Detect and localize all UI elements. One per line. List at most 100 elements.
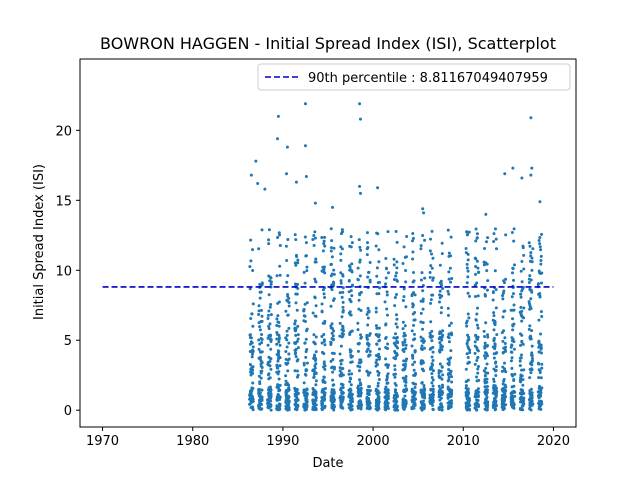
data-point [465, 266, 469, 270]
data-point [393, 394, 397, 398]
data-point [339, 258, 343, 262]
data-point [439, 369, 443, 373]
data-point [530, 403, 534, 407]
data-point [520, 340, 524, 344]
data-point [402, 295, 406, 299]
data-point [340, 332, 344, 335]
data-point [377, 397, 381, 401]
data-point [284, 361, 288, 365]
data-point [376, 384, 380, 388]
data-point [276, 314, 280, 318]
data-point [438, 293, 442, 297]
data-point [513, 394, 517, 398]
data-point [285, 298, 289, 302]
data-point [294, 238, 298, 242]
data-point [278, 395, 282, 399]
data-point [329, 342, 333, 346]
data-point [366, 275, 370, 279]
data-point [339, 394, 343, 398]
data-point [468, 398, 472, 402]
data-point [294, 333, 298, 337]
data-point [539, 248, 543, 252]
data-point [296, 403, 300, 407]
data-point [339, 362, 343, 366]
data-point [303, 392, 307, 396]
data-point [465, 281, 469, 285]
data-point [520, 259, 524, 263]
data-point [474, 406, 478, 410]
data-point [286, 369, 290, 373]
data-point [421, 233, 425, 237]
data-point [501, 315, 505, 319]
data-point [440, 252, 444, 256]
data-point [377, 326, 381, 330]
data-point [476, 371, 480, 375]
data-point [341, 305, 345, 309]
data-point [376, 186, 380, 190]
data-point [269, 367, 273, 371]
data-point [257, 321, 261, 325]
data-point [411, 239, 415, 243]
data-point [521, 383, 525, 387]
data-point [468, 294, 471, 298]
data-point [359, 333, 363, 337]
data-point [357, 391, 361, 395]
data-point [385, 307, 389, 311]
data-point [466, 401, 470, 405]
data-point [475, 236, 479, 240]
data-point [303, 102, 307, 106]
data-point [393, 351, 397, 355]
data-point [267, 228, 271, 232]
data-point [349, 300, 353, 304]
data-point [314, 314, 318, 318]
data-point [296, 286, 300, 290]
data-point [286, 402, 290, 406]
data-point [374, 389, 378, 393]
data-point [339, 252, 343, 256]
data-point [269, 347, 273, 351]
data-point [386, 391, 390, 395]
data-point [350, 283, 354, 287]
data-point [402, 334, 406, 338]
data-point [329, 304, 333, 308]
data-point [421, 207, 425, 211]
data-point [537, 269, 541, 273]
data-point [249, 238, 253, 242]
data-point [321, 321, 325, 325]
data-point [539, 262, 543, 266]
data-point [491, 298, 495, 302]
data-point [376, 394, 380, 398]
data-point [494, 237, 498, 241]
data-point [475, 281, 479, 285]
data-point [349, 353, 353, 357]
data-point [374, 244, 378, 248]
data-point [485, 385, 489, 389]
data-point [420, 344, 424, 348]
data-point [359, 248, 363, 252]
data-point [393, 381, 397, 385]
data-point [295, 339, 299, 343]
data-point [268, 305, 272, 309]
data-point [528, 389, 532, 393]
data-point [266, 360, 270, 364]
data-point [421, 327, 425, 331]
data-point [331, 338, 335, 342]
data-point [392, 263, 396, 267]
data-point [449, 280, 453, 284]
data-point [260, 319, 264, 323]
data-point [501, 350, 505, 354]
data-point [320, 302, 324, 306]
data-point [305, 392, 309, 396]
data-point [320, 236, 324, 240]
data-point [419, 311, 423, 315]
data-point [358, 361, 362, 365]
data-point [329, 397, 333, 401]
data-point [341, 329, 345, 333]
data-point [384, 322, 388, 326]
data-point [411, 363, 415, 367]
data-point [331, 357, 335, 361]
data-point [395, 317, 399, 321]
data-point [502, 399, 506, 403]
data-point [331, 334, 335, 338]
data-point [522, 396, 526, 400]
